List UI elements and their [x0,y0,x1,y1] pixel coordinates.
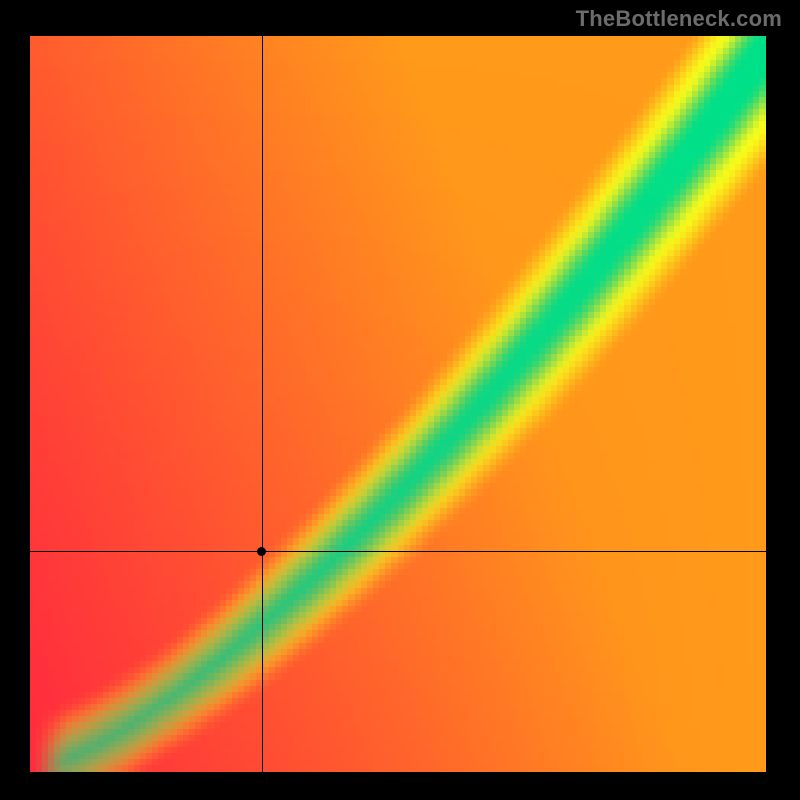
heatmap-canvas [30,36,766,772]
marker-dot [257,547,266,556]
plot-area [30,36,766,772]
crosshair-horizontal [30,551,766,552]
figure-root: TheBottleneck.com [0,0,800,800]
crosshair-vertical [262,36,263,772]
watermark-text: TheBottleneck.com [576,6,782,32]
